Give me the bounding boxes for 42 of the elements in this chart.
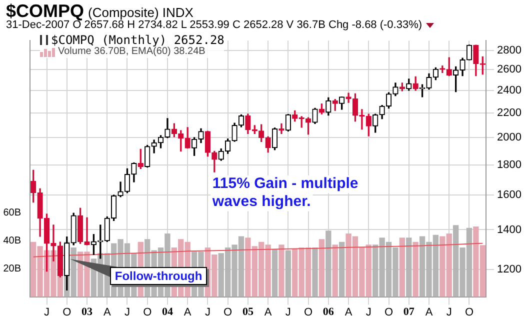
x-tick-label: J: [44, 306, 50, 318]
y2-tick-label: 20B: [3, 264, 22, 275]
annotation: 115% Gain - multiple waves higher.: [211, 175, 358, 210]
x-tick-label: J: [446, 306, 452, 318]
x-tick-label: A: [184, 306, 192, 318]
x-tick-label: J: [124, 306, 130, 318]
x-tick-label: 06: [322, 306, 334, 318]
x-tick-label: J: [285, 306, 291, 318]
y-tick-label: 2800: [497, 44, 522, 57]
x-tick-label: O: [143, 306, 152, 318]
x-tick-label: 07: [403, 306, 415, 318]
y-tick-label: 1400: [497, 224, 522, 236]
y2-tick-label: 40B: [3, 236, 22, 247]
x-tick-label: J: [366, 306, 372, 318]
y-tick-label: 2600: [497, 64, 522, 76]
y-tick-label: 2000: [497, 132, 522, 144]
x-tick-label: 05: [242, 306, 254, 318]
x-tick-label: O: [384, 306, 394, 318]
candlestick: [278, 123, 284, 134]
y-tick-label: 2400: [497, 84, 522, 96]
text: $COMPQ (Monthly) 2652.28: [51, 33, 224, 47]
x-tick-label: A: [425, 306, 434, 318]
x-tick-label: 04: [162, 306, 174, 318]
x-tick-label: O: [304, 306, 314, 318]
x-tick-label: A: [344, 306, 353, 318]
x-tick-label: O: [62, 306, 72, 318]
y-tick-label: 2200: [497, 106, 522, 119]
y-tick-label: 1600: [497, 189, 522, 202]
x-tick-label: A: [264, 306, 272, 318]
y-tick-label: 1800: [497, 158, 522, 171]
chart-title: $COMPQ: [6, 1, 84, 21]
x-tick-label: J: [204, 306, 210, 318]
chart-subtitle: (Composite) INDX: [88, 5, 194, 20]
legend-label: Volume 36.70B, EMA(60) 38.24B: [58, 46, 206, 58]
y-tick-label: 1200: [497, 264, 522, 276]
x-tick-label: 03: [82, 306, 93, 318]
x-tick-label: O: [224, 306, 233, 318]
annotation: Follow-through: [110, 266, 208, 285]
x-tick-label: A: [103, 306, 112, 318]
y2-tick-label: 60B: [3, 208, 22, 219]
x-tick-label: O: [464, 306, 474, 318]
text: 31-Dec-2007 O 2657.68 H 2734.82 L 2553.99 C 2652.28 V 36.7B Chg -8.68 (-0.33%): [6, 19, 422, 31]
